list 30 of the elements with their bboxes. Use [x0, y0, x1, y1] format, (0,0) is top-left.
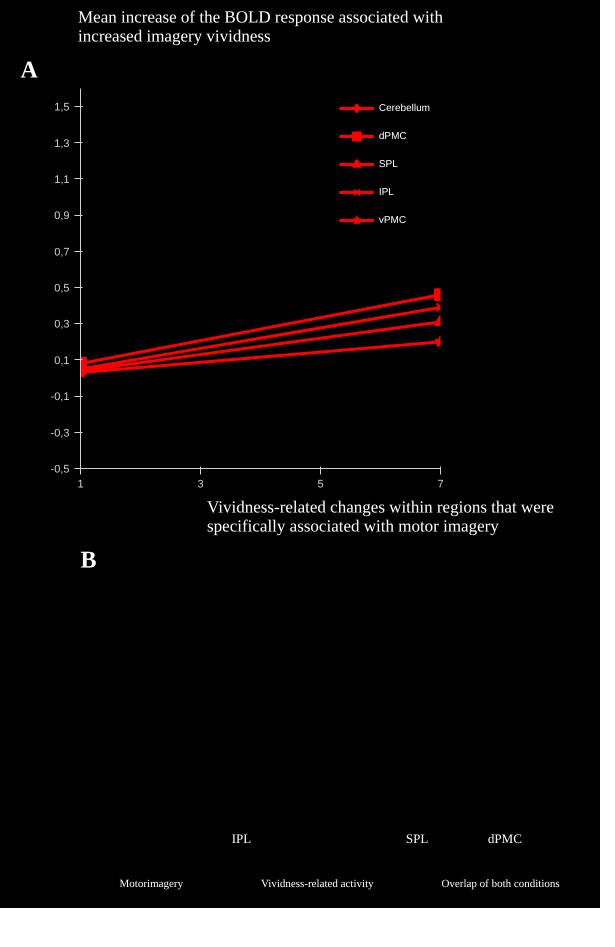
- legend-label: dPMC: [378, 130, 407, 142]
- text: Vividness-related changes within regions that were specifically associated with motor imagery: [207, 498, 554, 536]
- y-tick-label: 0,3: [54, 318, 70, 331]
- text: Vividness-related activity: [260, 878, 374, 890]
- text: A: [20, 58, 38, 84]
- text: SPL: [406, 830, 428, 846]
- legend-label: vPMC: [378, 214, 406, 226]
- text: Motorimagery: [120, 878, 184, 890]
- legend-label: SPL: [378, 158, 399, 170]
- y-tick-label: 0,7: [54, 246, 70, 258]
- y-tick-label: 0,9: [54, 210, 70, 222]
- y-tick-label: -0,1: [50, 391, 70, 404]
- x-tick-label: 1: [77, 478, 84, 490]
- y-tick-label: 0,5: [54, 282, 70, 295]
- y-tick-label: -0,3: [50, 427, 70, 440]
- x-tick-label: 7: [437, 478, 444, 490]
- text: dPMC: [488, 830, 522, 846]
- x-tick-label: 5: [317, 478, 324, 490]
- y-tick-label: 1,1: [54, 174, 70, 186]
- legend-label: Cerebellum: [378, 102, 430, 114]
- y-tick-label: 1,5: [54, 102, 70, 114]
- text: Overlap of both conditions: [441, 878, 560, 890]
- text: B: [80, 548, 97, 574]
- text: IPL: [232, 830, 252, 846]
- chart-title: Mean increase of the BOLD response associated with increased imagery vividness: [78, 8, 444, 46]
- y-tick-label: 0,1: [54, 354, 70, 367]
- y-tick-label: 1,3: [54, 138, 70, 150]
- x-tick-label: 3: [197, 478, 204, 490]
- y-tick-label: -0,5: [50, 464, 70, 476]
- legend-label: IPL: [378, 186, 395, 198]
